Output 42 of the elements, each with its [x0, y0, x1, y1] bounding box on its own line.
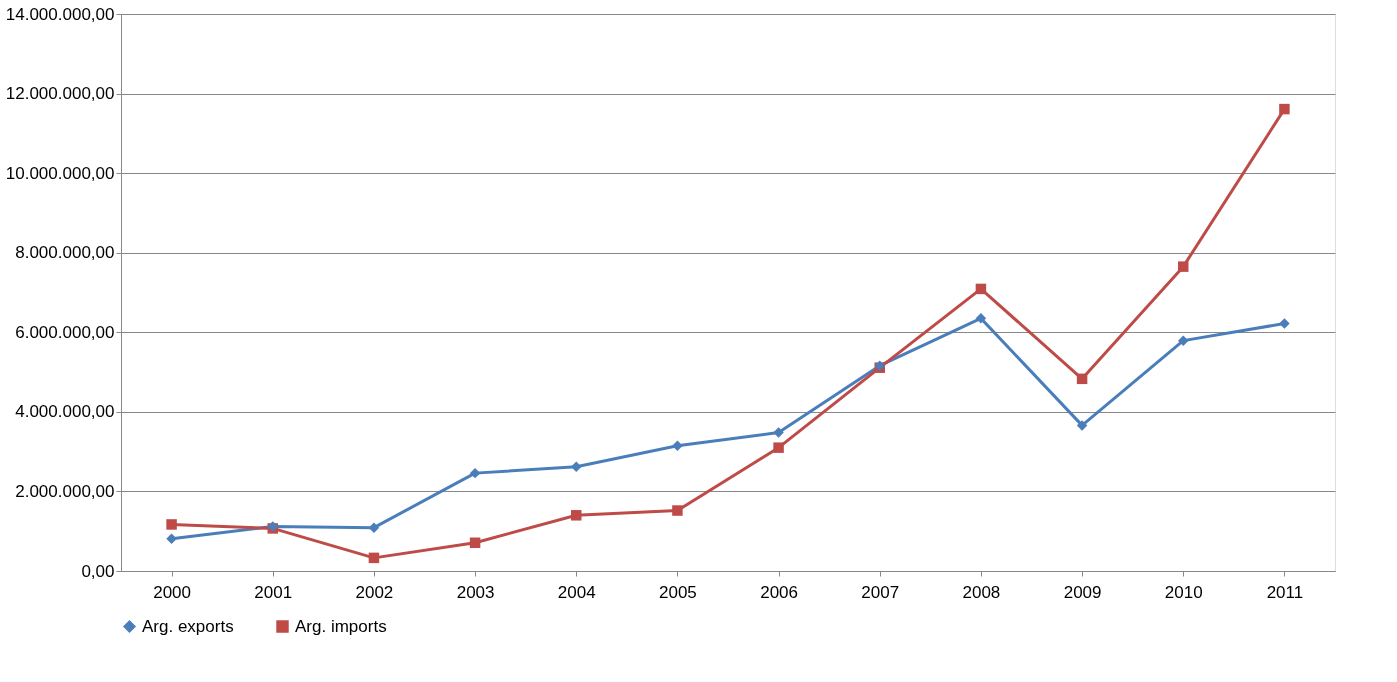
x-tick-label: 2000	[153, 582, 191, 602]
point	[773, 427, 784, 438]
y-tick-label: 4.000.000,00	[15, 402, 115, 422]
point	[166, 519, 177, 530]
y-tick-label: 0,00	[81, 561, 115, 581]
point	[368, 552, 380, 564]
x-tick-label: 2002	[355, 582, 394, 602]
point	[469, 537, 481, 548]
point	[1076, 420, 1088, 431]
y-tick-label: 2.000.000,00	[15, 481, 115, 501]
y-tick-label: 12.000.000,00	[5, 84, 115, 104]
x-tick-label: 2010	[1164, 582, 1203, 602]
point	[571, 461, 582, 473]
x-tick-label: 2003	[456, 582, 495, 602]
y-tick-label: 14.000.000,00	[5, 4, 115, 24]
point	[672, 440, 683, 451]
point	[1178, 335, 1189, 346]
y-tick-label: 10.000.000,00	[5, 163, 115, 183]
point	[1279, 103, 1290, 115]
x-tick-label: 2009	[1063, 582, 1102, 602]
point	[1178, 261, 1189, 272]
x-tick-label: 2001	[254, 582, 293, 602]
point	[773, 442, 784, 453]
legend-label: Arg. exports	[142, 616, 234, 636]
point	[975, 283, 987, 295]
legend-label: Arg. imports	[295, 616, 387, 636]
x-tick-label: 2011	[1266, 582, 1304, 602]
point	[166, 533, 177, 545]
y-tick-label: 8.000.000,00	[15, 243, 115, 263]
point	[1076, 373, 1088, 385]
x-tick-label: 2007	[861, 582, 900, 602]
point	[975, 313, 987, 324]
y-tick-label: 6.000.000,00	[15, 322, 115, 342]
x-tick-label: 2008	[962, 582, 1001, 602]
point	[571, 510, 582, 521]
x-tick-label: 2006	[760, 582, 798, 602]
point	[469, 467, 481, 479]
point	[368, 522, 380, 533]
point	[672, 505, 683, 516]
x-tick-label: 2005	[659, 582, 697, 602]
point	[1279, 318, 1290, 329]
x-tick-label: 2004	[557, 582, 596, 602]
